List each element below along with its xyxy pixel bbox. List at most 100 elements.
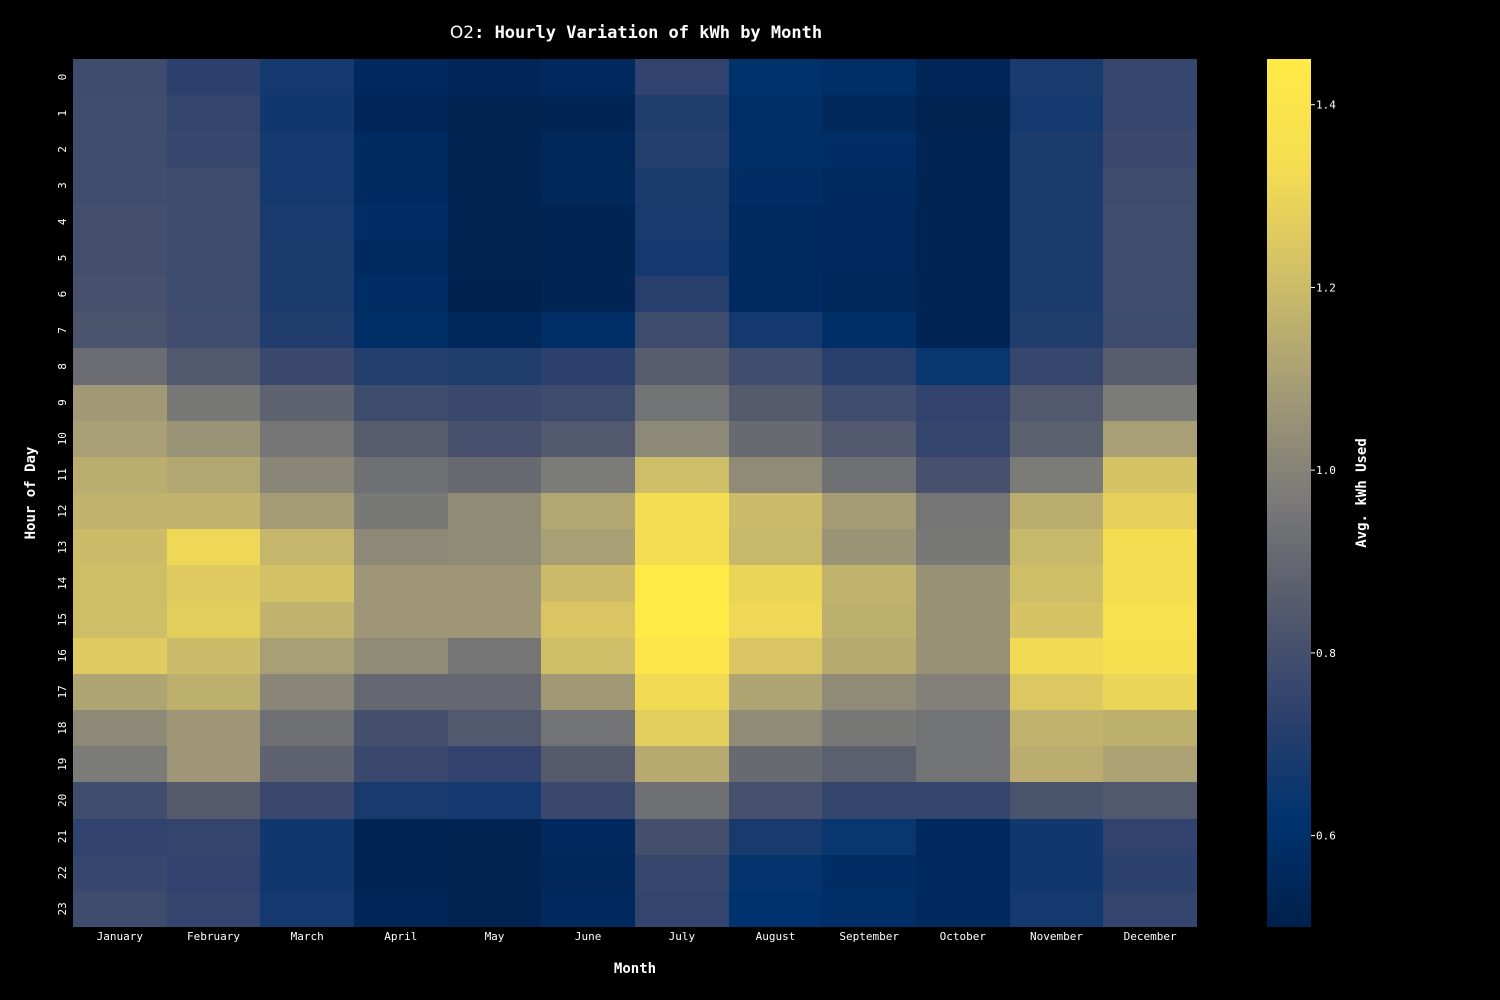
heatmap-cell [1010, 602, 1103, 638]
heatmap-cell [167, 276, 260, 312]
heatmap-cell [167, 240, 260, 276]
x-tick-label: April [384, 930, 417, 943]
heatmap-cell [541, 674, 635, 710]
heatmap-cell [635, 565, 729, 602]
heatmap-cell [73, 674, 167, 710]
heatmap-cell [822, 855, 916, 891]
heatmap-cell [635, 240, 729, 276]
heatmap-cell [354, 457, 448, 493]
heatmap-cell [541, 493, 635, 529]
heatmap-cell [729, 312, 822, 348]
heatmap-cell [354, 348, 448, 385]
heatmap-cell [167, 529, 260, 565]
heatmap-cell [822, 710, 916, 746]
y-tick-label: 1 [56, 110, 69, 117]
heatmap-cell [448, 638, 541, 674]
heatmap-cell [822, 276, 916, 312]
heatmap-cells [73, 59, 1197, 927]
y-tick-label: 3 [56, 182, 69, 189]
heatmap-cell [260, 529, 354, 565]
heatmap-cell [1103, 204, 1197, 240]
heatmap-cell [729, 819, 822, 855]
heatmap-cell [635, 602, 729, 638]
heatmap-cell [167, 131, 260, 168]
heatmap-cell [916, 855, 1010, 891]
heatmap-cell [354, 565, 448, 602]
heatmap-cell [1010, 782, 1103, 819]
heatmap-cell [73, 638, 167, 674]
heatmap-cell [1103, 168, 1197, 204]
heatmap-cell [73, 421, 167, 457]
heatmap-cell [448, 529, 541, 565]
heatmap-cell [73, 385, 167, 421]
heatmap-cell [260, 240, 354, 276]
heatmap-cell [1103, 674, 1197, 710]
heatmap-cell [729, 710, 822, 746]
heatmap-cell [541, 276, 635, 312]
heatmap-cell [635, 710, 729, 746]
heatmap-cell [167, 638, 260, 674]
heatmap-cell [635, 95, 729, 131]
heatmap-cell [1010, 131, 1103, 168]
heatmap-cell [916, 782, 1010, 819]
heatmap-cell [1010, 891, 1103, 927]
y-tick-label: 8 [56, 363, 69, 370]
heatmap-cell [635, 782, 729, 819]
heatmap-cell [260, 276, 354, 312]
heatmap-cell [729, 855, 822, 891]
heatmap-cell [448, 819, 541, 855]
y-tick-label: 7 [56, 327, 69, 334]
heatmap-cell [729, 348, 822, 385]
heatmap-cell [260, 638, 354, 674]
heatmap-cell [73, 457, 167, 493]
y-tick-label: 21 [56, 830, 69, 843]
heatmap-cell [448, 746, 541, 782]
x-tick-label: June [575, 930, 602, 943]
heatmap-cell [354, 638, 448, 674]
heatmap-cell [541, 457, 635, 493]
heatmap-cell [822, 240, 916, 276]
x-axis-label: Month [614, 961, 656, 977]
heatmap-cell [448, 168, 541, 204]
heatmap-cell [354, 385, 448, 421]
heatmap-cell [635, 421, 729, 457]
heatmap-cell [73, 276, 167, 312]
heatmap-cell [541, 59, 635, 95]
heatmap-cell [354, 674, 448, 710]
heatmap-cell [729, 95, 822, 131]
x-tick-label: May [485, 930, 505, 943]
heatmap-cell [1010, 421, 1103, 457]
chart-title-main: : Hourly Variation of kWh by Month [474, 23, 822, 43]
heatmap-cell [635, 59, 729, 95]
heatmap-cell [541, 131, 635, 168]
heatmap-cell [167, 602, 260, 638]
heatmap-cell [822, 602, 916, 638]
heatmap-cell [916, 312, 1010, 348]
heatmap-cell [1103, 276, 1197, 312]
heatmap-cell [822, 891, 916, 927]
x-tick-label: December [1124, 930, 1177, 943]
heatmap-cell [260, 565, 354, 602]
heatmap-cell [1103, 240, 1197, 276]
y-tick-label: 18 [56, 721, 69, 734]
heatmap-cell [354, 529, 448, 565]
heatmap-cell [916, 168, 1010, 204]
heatmap-cell [73, 855, 167, 891]
heatmap-cell [448, 59, 541, 95]
heatmap-cell [729, 421, 822, 457]
heatmap-cell [448, 602, 541, 638]
colorbar-tick-label: 1.4 [1316, 99, 1336, 112]
heatmap-cell [73, 602, 167, 638]
heatmap-cell [635, 493, 729, 529]
heatmap-cell [73, 891, 167, 927]
heatmap-cell [1010, 565, 1103, 602]
y-tick-label: 0 [56, 74, 69, 81]
y-tick-label: 22 [56, 866, 69, 879]
heatmap-cell [167, 746, 260, 782]
heatmap-cell [822, 638, 916, 674]
heatmap-cell [73, 204, 167, 240]
x-tick-label: February [187, 930, 240, 943]
x-tick-label: July [669, 930, 696, 943]
heatmap-cell [448, 385, 541, 421]
